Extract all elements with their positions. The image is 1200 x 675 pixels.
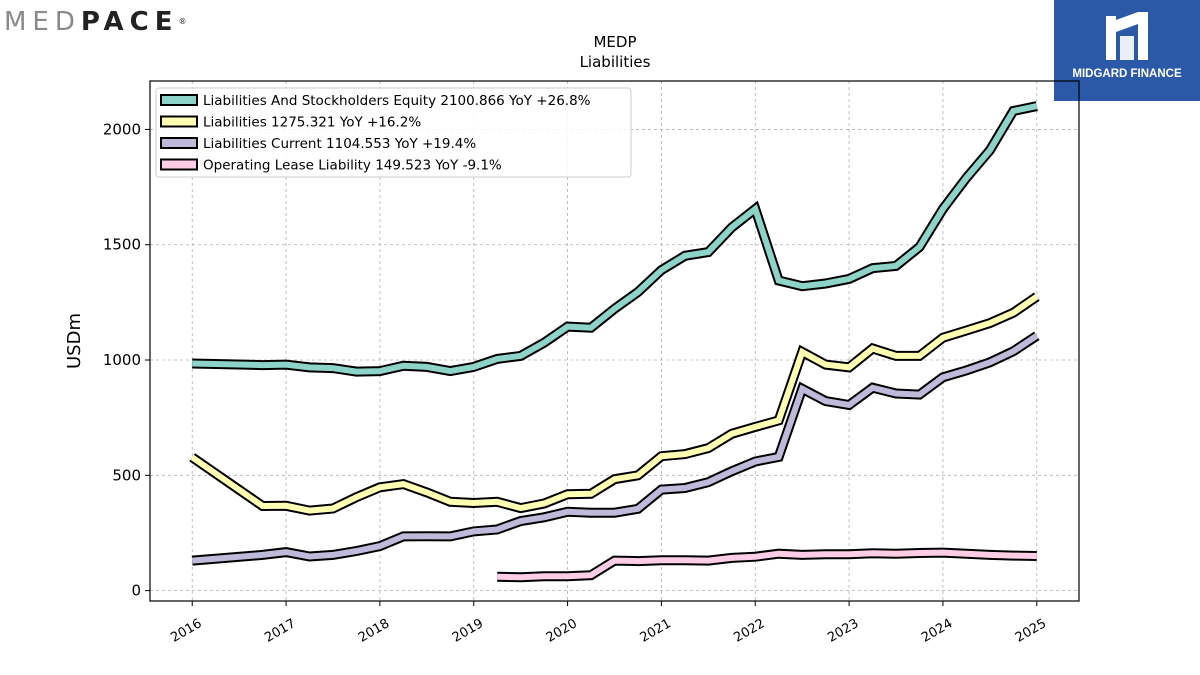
series-line xyxy=(191,333,1039,564)
legend-label: Liabilities And Stockholders Equity 2100… xyxy=(203,93,591,109)
series-3 xyxy=(191,331,1040,566)
x-tick-label: 2022 xyxy=(731,616,767,646)
legend-swatch xyxy=(160,94,198,106)
x-tick-label: 2017 xyxy=(262,616,298,646)
legend: Liabilities And Stockholders Equity 2100… xyxy=(155,87,632,178)
x-tick-label: 2019 xyxy=(450,616,486,646)
y-tick-label: 500 xyxy=(112,466,141,484)
legend-swatch xyxy=(160,158,198,171)
legend-entry: Operating Lease Liability 149.523 YoY -9… xyxy=(160,158,502,174)
chart-title: MEDP xyxy=(593,33,636,51)
x-tick-label: 2023 xyxy=(825,616,861,646)
legend-entry: Liabilities 1275.321 YoY +16.2% xyxy=(160,115,421,131)
axis-ticks: 2016 2017 2018 2019 2020 2021 2022 2023 2024 2025… xyxy=(103,120,1049,645)
y-tick-label: 2000 xyxy=(103,120,141,138)
y-tick-label: 0 xyxy=(131,582,141,600)
logo-registered-mark: ® xyxy=(178,17,187,26)
midgard-finance-logo: MIDGARD FINANCE xyxy=(1054,0,1200,101)
chart-subtitle: Liabilities xyxy=(580,53,651,71)
x-tick-label: 2025 xyxy=(1013,616,1049,646)
series-line xyxy=(192,103,1038,375)
midgard-finance-text: MIDGARD FINANCE xyxy=(1072,68,1182,80)
legend-label: Liabilities Current 1104.553 YoY +19.4% xyxy=(203,136,476,152)
series-lines xyxy=(189,101,1040,583)
y-tick-label: 1500 xyxy=(103,236,141,254)
x-tick-label: 2018 xyxy=(356,616,392,646)
legend-swatch xyxy=(160,137,198,149)
legend-box xyxy=(155,87,632,178)
x-tick-label: 2024 xyxy=(919,616,955,646)
legend-label: Liabilities 1275.321 YoY +16.2% xyxy=(203,115,421,131)
x-tick-label: 2021 xyxy=(638,616,674,646)
y-tick-label: 1000 xyxy=(103,351,141,369)
logo-part-light: MED xyxy=(4,7,81,37)
y-axis-label: USDm xyxy=(64,313,85,369)
midgard-emblem-icon xyxy=(1106,12,1148,60)
plot-frame xyxy=(149,80,1080,602)
legend-entry: Liabilities And Stockholders Equity 2100… xyxy=(160,93,591,109)
medpace-logo: MEDPACE® xyxy=(4,4,187,40)
series-4 xyxy=(497,547,1037,583)
logo-part-dark: PACE xyxy=(80,7,179,37)
series-1 xyxy=(192,101,1038,377)
x-tick-label: 2016 xyxy=(168,616,204,646)
series-line xyxy=(497,549,1037,581)
series-line xyxy=(190,294,1039,514)
legend-label: Operating Lease Liability 149.523 YoY -9… xyxy=(203,158,502,174)
series-2 xyxy=(189,292,1040,516)
x-tick-label: 2020 xyxy=(544,616,580,646)
legend-swatch xyxy=(160,115,198,128)
legend-entry: Liabilities Current 1104.553 YoY +19.4% xyxy=(160,136,476,152)
